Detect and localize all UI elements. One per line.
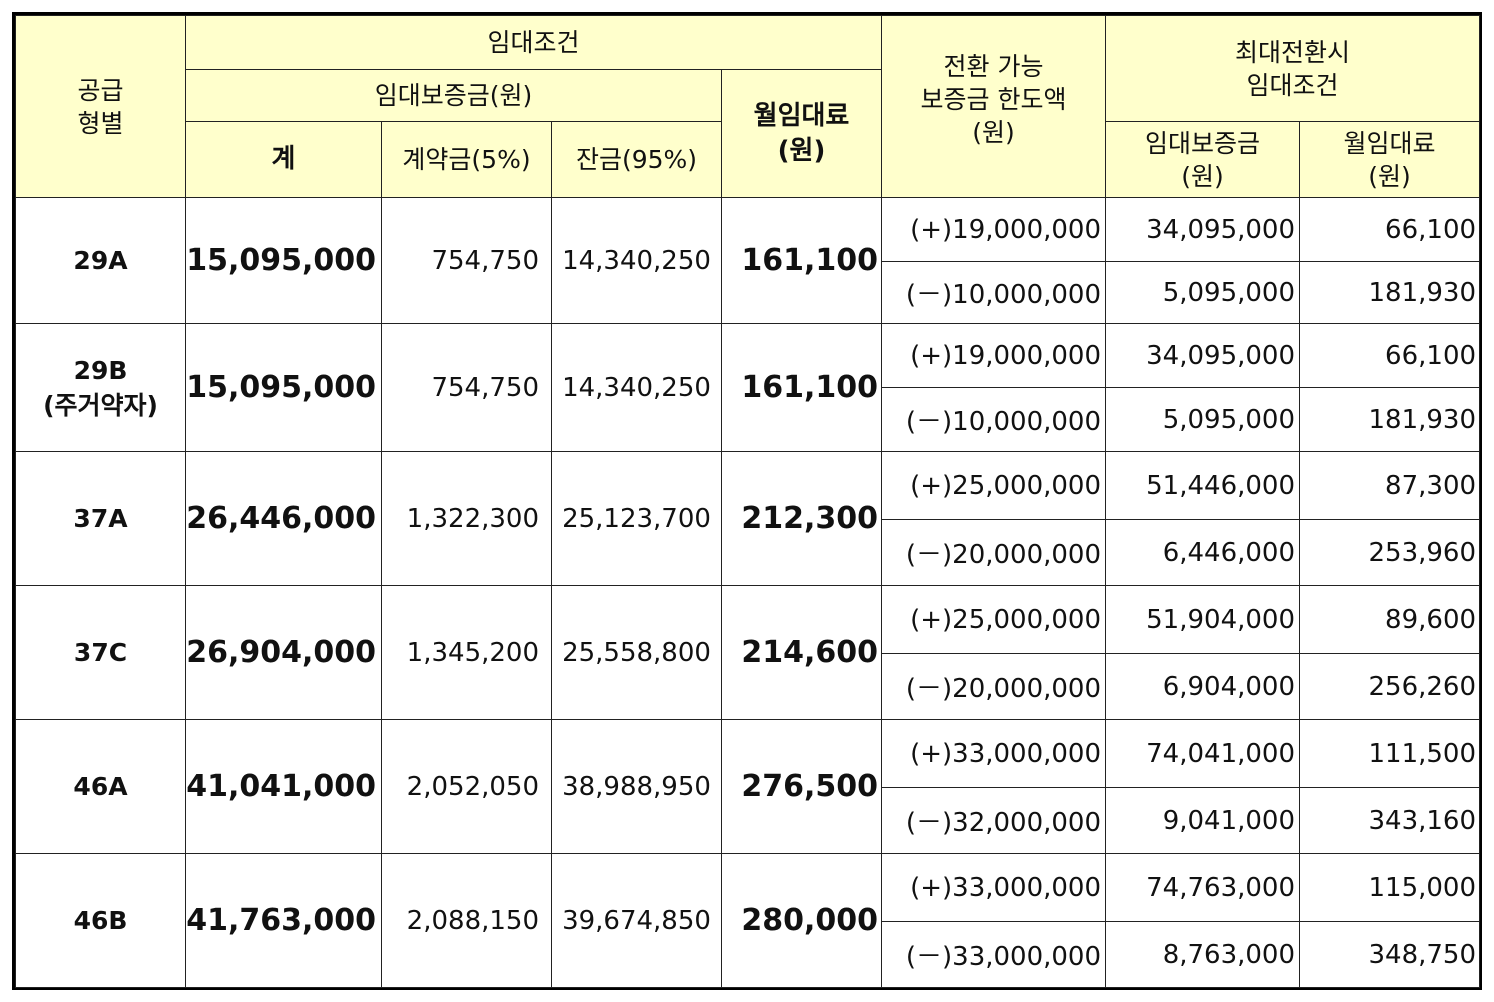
cell-minus-limit: (－)10,000,000 (881, 387, 1107, 452)
cell-minus-deposit: 8,763,000 (1105, 921, 1301, 988)
cell-plus-limit: (+)25,000,000 (881, 585, 1107, 654)
cell-minus-limit: (－)10,000,000 (881, 261, 1107, 324)
cell-balance: 25,558,800 (551, 585, 722, 720)
cell-plus-limit: (+)25,000,000 (881, 451, 1107, 520)
cell-minus-rent: 181,930 (1299, 261, 1481, 324)
cell-plus-rent: 89,600 (1299, 585, 1481, 654)
cell-minus-deposit: 6,904,000 (1105, 653, 1301, 720)
table-row: 37A 26,446,000 1,322,300 25,123,700 212,300(… (15, 451, 1481, 586)
cell-contract-deposit: 754,750 (381, 197, 552, 324)
cell-contract-deposit: 754,750 (381, 323, 552, 452)
cell-total-deposit: 15,095,000 (185, 323, 382, 452)
table-row: 29A 15,095,000 754,750 14,340,250 161,100 (+)… (15, 197, 1481, 324)
header-convertible-limit: 전환 가능 보증금 한도액 (원) (881, 15, 1107, 198)
table-row: 46A 41,041,000 2,052,050 38,988,950 276,500(… (15, 719, 1481, 854)
lease-terms-table-frame: 공급 형별 임대조건 전환 가능 보증금 한도액 (원) 최대전환시 임대조건 … (12, 12, 1482, 990)
cell-balance: 38,988,950 (551, 719, 722, 854)
header-max-deposit: 임대보증금 (원) (1105, 121, 1301, 198)
table-row: 37C 26,904,000 1,345,200 25,558,800 214,600(… (15, 585, 1481, 720)
cell-monthly-rent: 212,300 (720, 451, 883, 586)
cell-monthly-rent: 214,600 (720, 585, 883, 720)
header-balance: 잔금(95%) (551, 121, 722, 198)
cell-minus-deposit: 6,446,000 (1105, 519, 1301, 586)
table-body: 29A 15,095,000 754,750 14,340,250 161,100 (+)… (15, 197, 1481, 988)
cell-contract-deposit: 2,052,050 (381, 719, 552, 854)
cell-minus-deposit: 9,041,000 (1105, 787, 1301, 854)
lease-terms-table: 공급 형별 임대조건 전환 가능 보증금 한도액 (원) 최대전환시 임대조건 … (15, 15, 1481, 988)
cell-supply-type: 29A (15, 197, 186, 324)
cell-balance: 39,674,850 (551, 853, 722, 988)
cell-minus-deposit: 5,095,000 (1105, 261, 1301, 324)
cell-plus-limit: (+)19,000,000 (881, 323, 1107, 388)
cell-plus-rent: 66,100 (1299, 197, 1481, 262)
cell-plus-rent: 66,100 (1299, 323, 1481, 388)
cell-total-deposit: 41,763,000 (185, 853, 382, 988)
cell-monthly-rent: 276,500 (720, 719, 883, 854)
cell-balance: 14,340,250 (551, 197, 722, 324)
cell-minus-rent: 343,160 (1299, 787, 1481, 854)
cell-monthly-rent: 161,100 (720, 197, 883, 324)
cell-total-deposit: 41,041,000 (185, 719, 382, 854)
cell-supply-type: 37C (15, 585, 186, 720)
cell-total-deposit: 26,904,000 (185, 585, 382, 720)
cell-contract-deposit: 2,088,150 (381, 853, 552, 988)
cell-supply-type: 46A (15, 719, 186, 854)
cell-contract-deposit: 1,345,200 (381, 585, 552, 720)
cell-minus-limit: (－)20,000,000 (881, 519, 1107, 586)
cell-plus-deposit: 34,095,000 (1105, 197, 1301, 262)
cell-minus-rent: 181,930 (1299, 387, 1481, 452)
header-lease-deposit: 임대보증금(원) (185, 69, 722, 122)
cell-plus-rent: 115,000 (1299, 853, 1481, 922)
cell-minus-limit: (－)20,000,000 (881, 653, 1107, 720)
header-contract-deposit: 계약금(5%) (381, 121, 552, 198)
cell-plus-limit: (+)19,000,000 (881, 197, 1107, 262)
cell-total-deposit: 15,095,000 (185, 197, 382, 324)
cell-plus-limit: (+)33,000,000 (881, 719, 1107, 788)
cell-contract-deposit: 1,322,300 (381, 451, 552, 586)
table-header: 공급 형별 임대조건 전환 가능 보증금 한도액 (원) 최대전환시 임대조건 … (15, 15, 1481, 198)
table-row: 29B (주거약자) 15,095,000 754,750 14,340,250 161,… (15, 323, 1481, 452)
table-row: (－)33,000,000 8,763,000 348,750 (16, 921, 1481, 988)
cell-plus-limit: (+)33,000,000 (881, 853, 1107, 922)
cell-minus-rent: 348,750 (1299, 921, 1481, 988)
table-row: 46B 41,763,000 2,088,150 39,674,850 280,000(… (15, 853, 1481, 988)
cell-balance: 14,340,250 (551, 323, 722, 452)
cell-minus-rent: 256,260 (1299, 653, 1481, 720)
cell-balance: 25,123,700 (551, 451, 722, 586)
cell-supply-type: 37A (15, 451, 186, 586)
table-row: (－)20,000,000 6,904,000 256,260 (16, 653, 1481, 720)
cell-plus-deposit: 51,904,000 (1105, 585, 1301, 654)
cell-plus-deposit: 34,095,000 (1105, 323, 1301, 388)
header-monthly-rent: 월임대료 (원) (720, 69, 883, 198)
cell-monthly-rent: 161,100 (720, 323, 883, 452)
cell-minus-deposit: 5,095,000 (1105, 387, 1301, 452)
cell-plus-deposit: 51,446,000 (1105, 451, 1301, 520)
cell-minus-limit: (－)33,000,000 (881, 921, 1107, 988)
header-max-monthly-rent: 월임대료 (원) (1299, 121, 1481, 198)
cell-monthly-rent: 280,000 (720, 853, 883, 988)
cell-plus-deposit: 74,041,000 (1105, 719, 1301, 788)
header-total: 계 (185, 121, 382, 198)
cell-plus-rent: 87,300 (1299, 451, 1481, 520)
cell-minus-rent: 253,960 (1299, 519, 1481, 586)
header-lease-terms: 임대조건 (184, 15, 883, 70)
cell-minus-limit: (－)32,000,000 (881, 787, 1107, 854)
header-max-conversion: 최대전환시 임대조건 (1105, 15, 1481, 122)
cell-supply-type: 29B (주거약자) (15, 323, 186, 452)
header-supply-type: 공급 형별 (15, 15, 186, 198)
cell-plus-rent: 111,500 (1299, 719, 1481, 788)
cell-plus-deposit: 74,763,000 (1105, 853, 1301, 922)
table-row: (－)32,000,000 9,041,000 343,160 (16, 787, 1481, 854)
cell-supply-type: 46B (15, 853, 186, 988)
table-row: (－)10,000,000 5,095,000 181,930 (16, 261, 1481, 324)
cell-total-deposit: 26,446,000 (185, 451, 382, 586)
